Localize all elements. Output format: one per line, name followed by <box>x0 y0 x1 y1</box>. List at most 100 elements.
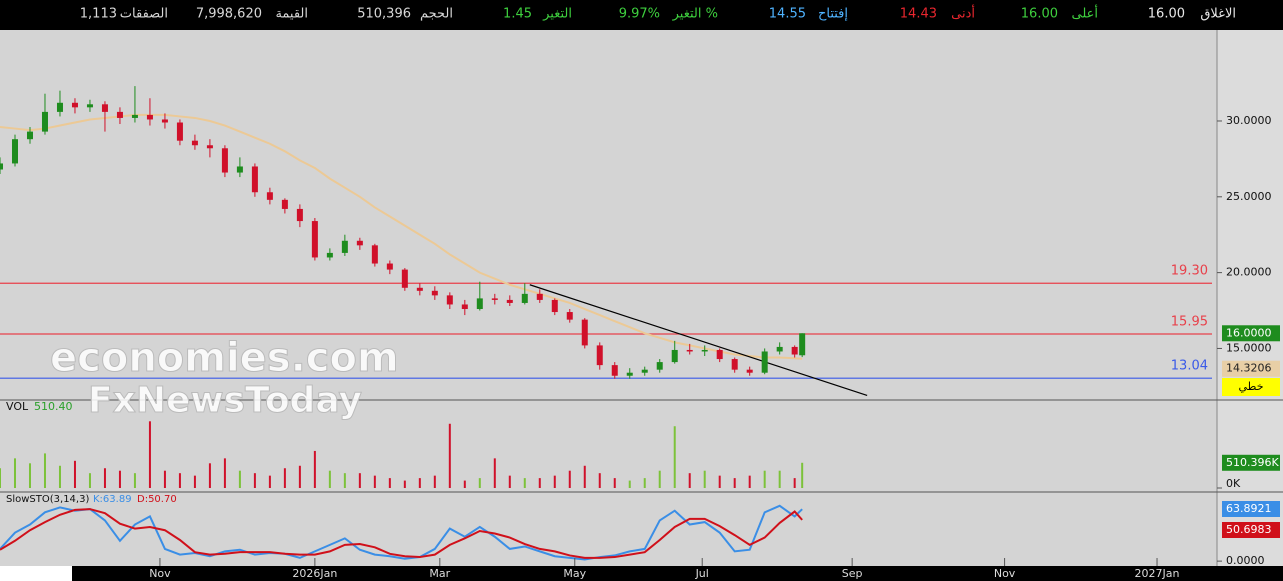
volume-bar <box>688 473 691 488</box>
candle-body <box>506 299 513 303</box>
volume-bar <box>343 473 346 488</box>
candle-body <box>791 346 798 355</box>
pane-legend: 510.40 <box>34 400 73 413</box>
volume-bar <box>568 470 571 488</box>
candle-body <box>761 351 768 373</box>
candle-body <box>641 369 648 373</box>
candle-body <box>26 131 33 140</box>
y-tick-label: 0K <box>1226 477 1241 490</box>
right-axis <box>1217 30 1283 566</box>
candle-body <box>236 166 243 173</box>
volume-bar <box>43 453 46 488</box>
candle-body <box>11 139 18 164</box>
level-label: 19.30 <box>1171 264 1208 279</box>
volume-bar <box>133 473 136 488</box>
volume-bar <box>598 473 601 488</box>
candle-body <box>371 245 378 264</box>
x-tick-label: Nov <box>994 567 1016 580</box>
candle-body <box>176 122 183 141</box>
header-value: 14.43 <box>900 7 937 22</box>
header-label: القيمة <box>275 7 308 22</box>
volume-bar <box>88 473 91 488</box>
x-tick-label: Jul <box>695 567 709 580</box>
watermark: FxNewsToday <box>88 380 362 421</box>
volume-last: 510.396K <box>1226 456 1279 469</box>
volume-bar <box>118 470 121 488</box>
volume-bar <box>0 468 1 488</box>
x-tick-label: May <box>563 567 586 580</box>
x-tick-label: Sep <box>842 567 863 580</box>
volume-bar <box>163 470 166 488</box>
stoch-line <box>0 508 803 559</box>
volume-bar <box>763 470 766 488</box>
volume-bar <box>433 475 436 488</box>
header-value: 14.55 <box>769 7 806 22</box>
candle-body <box>191 140 198 146</box>
volume-bar <box>553 475 556 488</box>
header-label: الاغلاق <box>1200 7 1236 22</box>
candle-body <box>746 369 753 373</box>
pane-title: VOL <box>6 400 29 413</box>
header-label: التغير <box>542 7 572 22</box>
candle-body <box>356 240 363 246</box>
ma-value-bg <box>1222 360 1280 377</box>
candle-body <box>776 346 783 352</box>
volume-bar <box>283 468 286 488</box>
candle-body <box>341 240 348 253</box>
volume-bar <box>658 470 661 488</box>
line-type: خطي <box>1239 380 1264 393</box>
candle-body <box>626 372 633 376</box>
volume-bar <box>328 470 331 488</box>
candle-body <box>0 163 3 170</box>
header-label: الحجم <box>420 7 453 22</box>
volume-bar <box>148 421 151 488</box>
level-label: 13.04 <box>1171 359 1208 374</box>
header-value: 7,998,620 <box>196 7 262 22</box>
stoch-value: 63.8921 <box>1226 502 1272 515</box>
last-price: 16.0000 <box>1226 326 1272 339</box>
header-bar <box>0 0 1283 30</box>
header-label: أدنى <box>951 5 975 22</box>
volume-bar <box>103 468 106 488</box>
volume-bar <box>793 478 796 488</box>
volume-bar <box>733 478 736 488</box>
candle-body <box>596 345 603 366</box>
volume-bar <box>358 473 361 488</box>
volume-bar <box>613 478 616 488</box>
volume-bar <box>208 463 211 488</box>
candle-body <box>551 299 558 313</box>
y-tick-label: 0.0000 <box>1226 554 1265 567</box>
y-tick-label: 30.0000 <box>1226 114 1272 127</box>
candle-body <box>701 349 708 352</box>
candle-body <box>461 304 468 310</box>
candle-body <box>799 333 806 356</box>
volume-bar <box>403 480 406 488</box>
volume-bar <box>298 465 301 488</box>
candle-body <box>446 295 453 305</box>
candle-body <box>401 269 408 288</box>
volume-bar <box>238 470 241 488</box>
candle-body <box>326 252 333 258</box>
candle-body <box>131 114 138 118</box>
candle-body <box>686 349 693 352</box>
header-label: إفتتاح <box>818 7 848 22</box>
candle-body <box>311 221 318 258</box>
volume-bar <box>28 463 31 488</box>
volume-bar <box>253 473 256 488</box>
x-tick-label: Nov <box>149 567 171 580</box>
volume-bar <box>508 475 511 488</box>
candle-body <box>386 263 393 270</box>
candle-body <box>116 111 123 118</box>
candle-body <box>416 287 423 291</box>
candle-body <box>566 312 573 320</box>
volume-bar <box>223 458 226 488</box>
header-label: التغير % <box>672 7 718 22</box>
candle-body <box>281 199 288 209</box>
stoch-value-bg <box>1222 522 1280 538</box>
level-label: 15.95 <box>1171 315 1208 330</box>
volume-bar <box>373 475 376 488</box>
candle-body <box>56 102 63 112</box>
legend-entry: D:50.70 <box>137 494 177 505</box>
volume-bar <box>703 470 706 488</box>
